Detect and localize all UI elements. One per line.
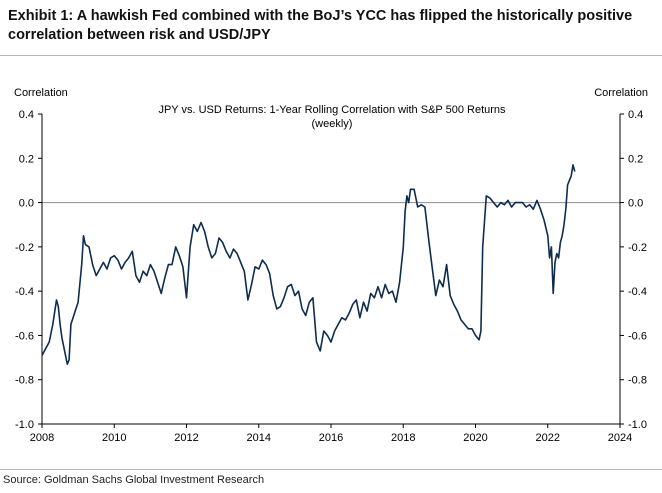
y-tick-label-right: -0.6 [628, 330, 647, 342]
y-tick-label-left: -0.2 [15, 242, 34, 254]
x-tick-label: 2024 [608, 432, 632, 444]
y-tick-label-left: -1.0 [15, 419, 34, 431]
y-tick-label-left: -0.6 [15, 330, 34, 342]
x-tick-label: 2014 [247, 432, 271, 444]
y-axis-label-right: Correlation [594, 87, 648, 99]
y-tick-label-left: 0.0 [19, 198, 34, 210]
y-tick-label-left: 0.4 [19, 109, 34, 121]
y-tick-label-right: 0.2 [628, 153, 643, 165]
title-divider [0, 55, 662, 56]
plot-area: 0.4 0.4 0.2 0.2 0.0 0.0 -0.2 -0.2 -0.4 -0.4 -0.6 -0… [15, 109, 647, 444]
y-tick-label-right: 0.4 [628, 109, 643, 121]
exhibit-title: Exhibit 1: A hawkish Fed combined with t… [8, 8, 633, 43]
x-tick-label: 2016 [319, 432, 343, 444]
y-axis-label-left: Correlation [14, 87, 68, 99]
y-tick-label-right: -1.0 [628, 419, 647, 431]
x-tick-label: 2010 [102, 432, 126, 444]
source-note: Source: Goldman Sachs Global Investment … [3, 474, 265, 486]
y-tick-label-right: -0.2 [628, 242, 647, 254]
y-tick-label-right: -0.4 [628, 286, 647, 298]
chart-subtitle: (weekly) [312, 118, 353, 130]
y-tick-label-left: -0.8 [15, 375, 34, 387]
x-tick-label: 2020 [463, 432, 487, 444]
x-tick-label: 2012 [174, 432, 198, 444]
y-tick-label-left: 0.2 [19, 153, 34, 165]
x-tick-label: 2008 [30, 432, 54, 444]
x-tick-label: 2022 [536, 432, 560, 444]
y-tick-label-right: -0.8 [628, 375, 647, 387]
y-tick-label-right: 0.0 [628, 198, 643, 210]
correlation-series-line [41, 164, 576, 366]
y-tick-label-left: -0.4 [15, 286, 34, 298]
source-divider [0, 469, 662, 470]
x-tick-label: 2018 [391, 432, 415, 444]
chart-title: JPY vs. USD Returns: 1-Year Rolling Corr… [158, 104, 506, 116]
